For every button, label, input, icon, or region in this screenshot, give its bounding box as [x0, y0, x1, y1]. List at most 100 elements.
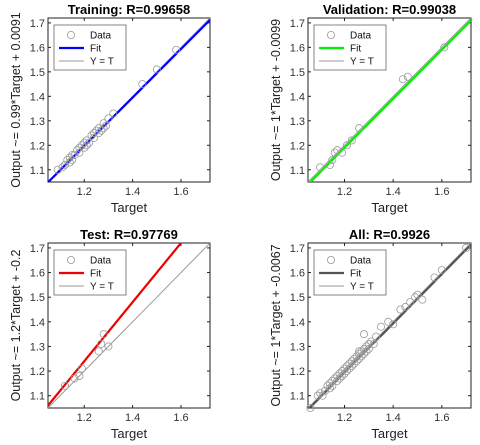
legend-entry: Y = T	[90, 57, 114, 68]
data-point	[338, 367, 347, 376]
y-tick-label: 1.6	[30, 42, 45, 54]
legend-entry: Fit	[350, 44, 361, 55]
data-point	[328, 381, 337, 390]
data-point	[342, 362, 351, 371]
y-axis-label: Output ~= 1*Target + -0.0099	[269, 19, 283, 181]
data-point	[328, 376, 337, 385]
data-point	[359, 349, 368, 358]
legend-entry: Y = T	[90, 282, 114, 293]
y-tick-label: 1.7	[30, 243, 45, 255]
data-point	[325, 384, 334, 393]
x-axis-label: Target	[371, 426, 408, 441]
data-point	[411, 293, 420, 302]
y-tick-label: 1.4	[30, 91, 45, 103]
data-points	[53, 45, 181, 174]
fit-line	[48, 243, 183, 407]
y-tick-label: 1.2	[290, 140, 305, 152]
data-point	[89, 129, 98, 138]
data-point	[306, 403, 315, 412]
y-tick-label: 1.7	[30, 18, 45, 30]
data-point	[347, 362, 356, 371]
data-point	[75, 148, 84, 157]
panel-title: Test: R=0.97769	[80, 227, 178, 242]
data-point	[347, 357, 356, 366]
y-tick-label: 1.2	[290, 366, 305, 378]
legend-data-marker	[326, 255, 335, 264]
data-point	[364, 339, 373, 348]
y-tick-label: 1.2	[30, 366, 45, 378]
y-tick-label: 1.4	[290, 91, 305, 103]
data-point	[340, 369, 349, 378]
panel-0: 1.2 1.4 1.6 1.1 1.2 1.3 1.4 1.5 1.6 1.7 Data Fit Y =…	[9, 2, 211, 215]
y-tick-label: 1.5	[290, 292, 305, 304]
y-tick-label: 1.6	[290, 268, 305, 280]
series-lines	[308, 18, 471, 182]
data-point	[70, 151, 79, 160]
legend-entry: Y = T	[350, 57, 374, 68]
data-point	[70, 374, 79, 383]
y-tick-label: 1.5	[30, 292, 45, 304]
data-point	[364, 344, 373, 353]
data-point	[413, 290, 422, 299]
data-point	[65, 153, 74, 162]
data-point	[80, 143, 89, 152]
data-point	[60, 381, 69, 390]
data-point	[418, 295, 427, 304]
panel-title: Training: R=0.99658	[68, 2, 190, 17]
data-point	[357, 347, 366, 356]
series-lines	[48, 243, 210, 408]
y-tick-label: 1.6	[290, 42, 305, 54]
y-tick-label: 1.3	[290, 341, 305, 353]
y-tick-label: 1.4	[290, 317, 305, 329]
data-point	[323, 381, 332, 390]
data-point	[94, 129, 103, 138]
legend: Data Fit Y = T	[53, 249, 127, 296]
legend-entry: Fit	[90, 269, 101, 280]
legend: Data Fit Y = T	[313, 249, 387, 296]
legend-entry: Data	[90, 256, 112, 267]
x-axis-label: Target	[111, 200, 148, 215]
data-point	[109, 109, 118, 118]
data-point	[401, 303, 410, 312]
legend-data-marker	[67, 255, 76, 264]
y-tick-label: 1.5	[30, 67, 45, 79]
data-point	[97, 126, 106, 135]
x-tick-label: 1.4	[125, 186, 140, 198]
legend-entry: Data	[350, 31, 372, 42]
y-axis-label: Output ~= 1*Target + -0.0067	[269, 244, 283, 406]
data-point	[75, 371, 84, 380]
data-point	[359, 330, 368, 339]
data-point	[362, 342, 371, 351]
data-point	[325, 379, 334, 388]
y-tick-label: 1.4	[30, 317, 45, 329]
y-tick-label: 1.1	[30, 391, 45, 403]
data-point	[376, 322, 385, 331]
data-point	[440, 43, 449, 52]
panel-2: 1.2 1.4 1.6 1.1 1.2 1.3 1.4 1.5 1.6 1.7 Data Fit Y =…	[9, 227, 211, 441]
legend-entry: Fit	[90, 44, 101, 55]
panel-title: Validation: R=0.99038	[323, 2, 456, 17]
data-point	[75, 143, 84, 152]
data-point	[359, 344, 368, 353]
data-point	[92, 126, 101, 135]
data-point	[63, 155, 72, 164]
data-point	[94, 347, 103, 356]
legend-data-marker	[326, 30, 335, 39]
y-tick-label: 1.3	[30, 116, 45, 128]
data-point	[99, 330, 108, 339]
y-tick-label: 1.3	[30, 341, 45, 353]
data-point	[94, 124, 103, 133]
data-points	[60, 330, 113, 390]
x-tick-label: 1.2	[337, 186, 352, 198]
data-point	[82, 136, 91, 145]
x-tick-label: 1.4	[386, 412, 401, 424]
data-point	[338, 148, 347, 157]
data-point	[87, 131, 96, 140]
x-tick-label: 1.4	[125, 412, 140, 424]
x-axis-label: Target	[111, 426, 148, 441]
data-point	[369, 339, 378, 348]
data-point	[372, 332, 381, 341]
data-point	[437, 266, 446, 275]
data-point	[325, 160, 334, 169]
